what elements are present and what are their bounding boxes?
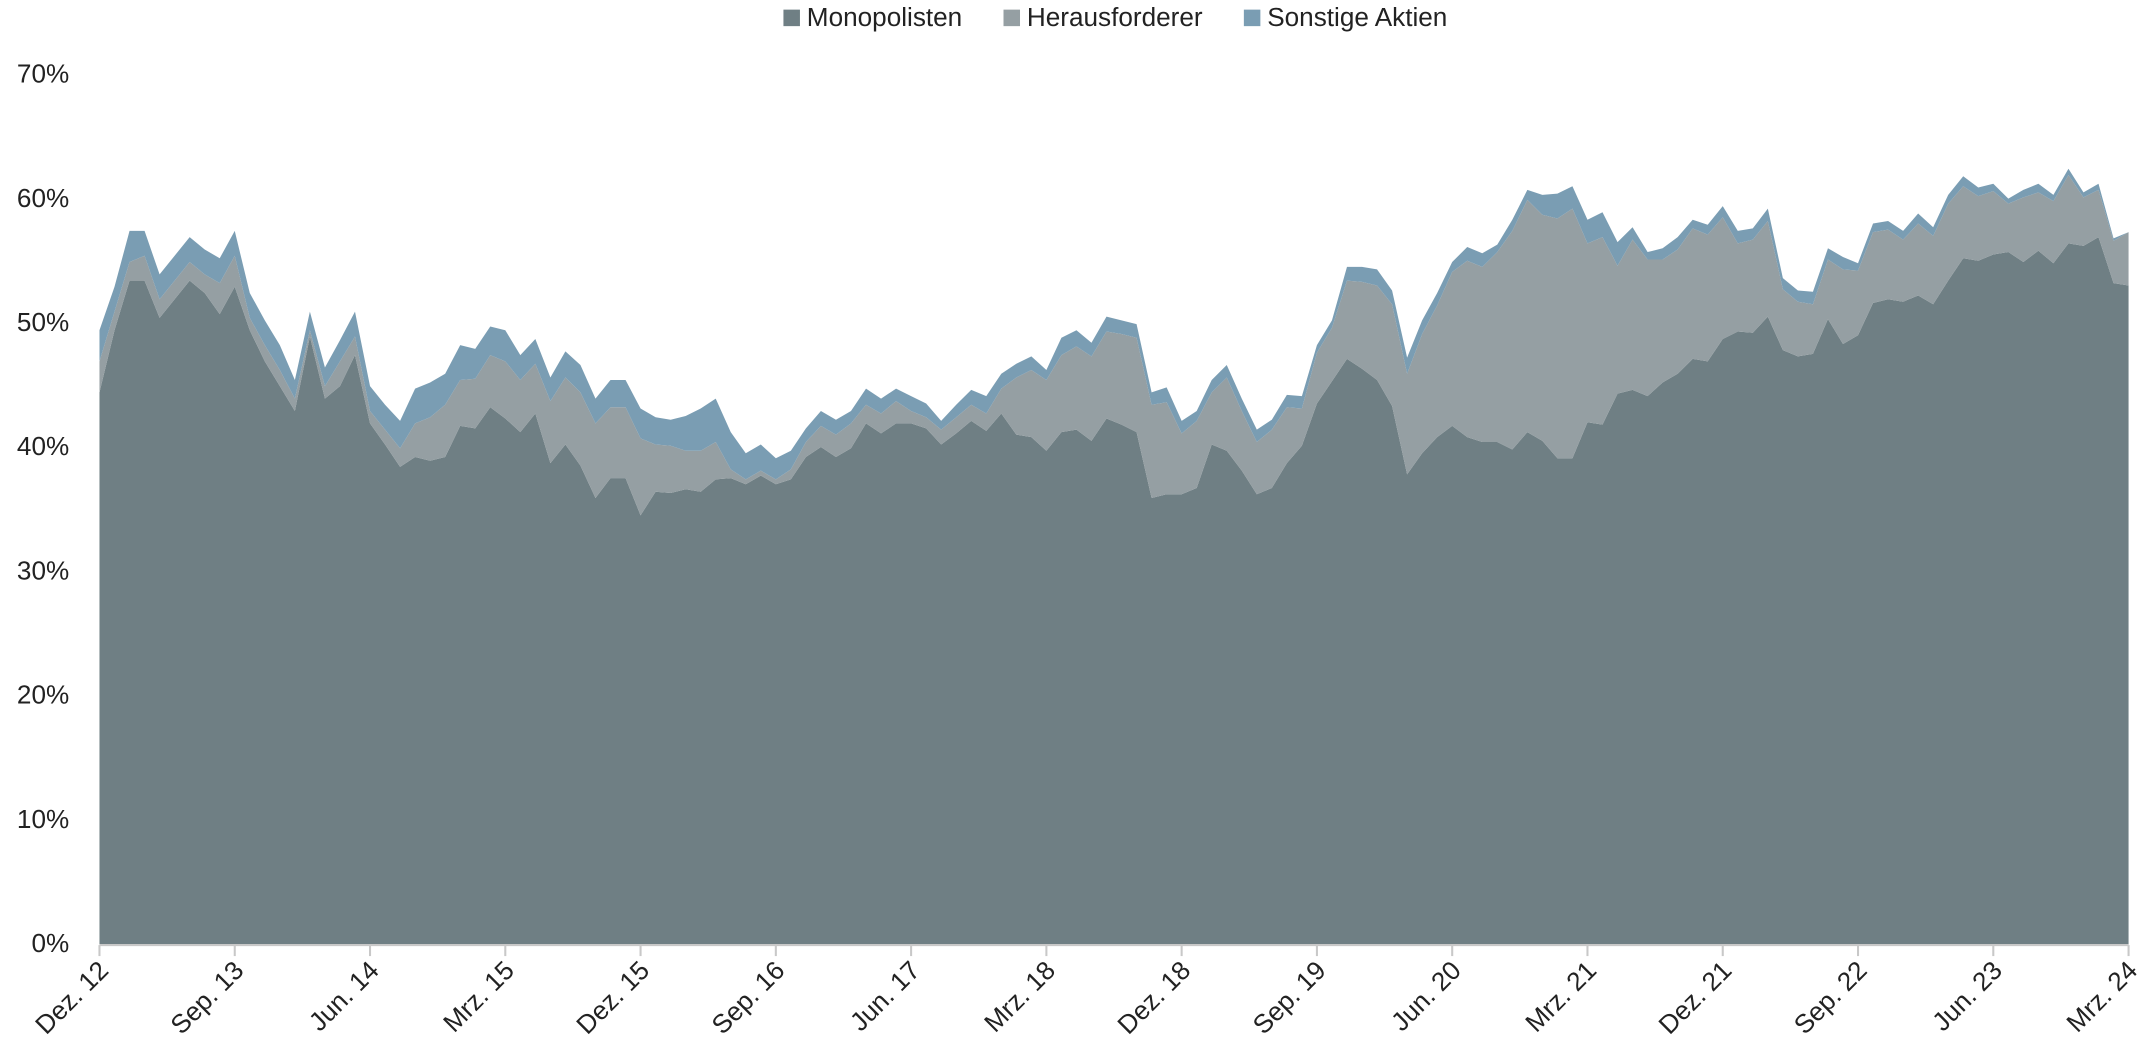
legend-item: Monopolisten [783, 2, 962, 32]
legend: Monopolisten Herausforderer Sonstige Aktie… [783, 2, 1447, 32]
x-tick-label: Dez. 21 [1652, 955, 1737, 1040]
x-tick-label: Mrz. 21 [1519, 955, 1602, 1038]
area [99, 175, 2129, 516]
x-tick-label: Jun. 17 [844, 955, 926, 1037]
legend-swatch [1003, 9, 1021, 27]
x-tick-label: Dez. 18 [1111, 955, 1196, 1040]
legend-swatch [783, 9, 800, 27]
x-tick-label: Jun. 23 [1926, 955, 2008, 1037]
x-tick-label: Dez. 15 [570, 955, 655, 1040]
y-tick-label: 30% [17, 555, 69, 585]
x-tick-label: Sep. 22 [1788, 955, 1873, 1040]
x-tick-label: Sep. 19 [1247, 955, 1332, 1040]
legend-item: Herausforderer [1003, 2, 1203, 32]
y-tick-label: 70% [17, 59, 69, 89]
area [99, 237, 2129, 946]
x-tick-label: Sep. 16 [706, 955, 791, 1040]
y-tick-label: 50% [17, 307, 69, 337]
x-tick-label: Jun. 14 [303, 955, 385, 1037]
legend-item: Sonstige Aktien [1243, 2, 1447, 32]
y-tick-label: 0% [31, 928, 69, 958]
area [99, 168, 2129, 480]
x-tick-label: Dez. 12 [29, 955, 114, 1040]
legend-label: Monopolisten [807, 2, 962, 32]
y-tick-label: 10% [17, 804, 69, 834]
x-tick-label: Mrz. 24 [2060, 955, 2143, 1038]
x-tick-label: Jun. 20 [1385, 955, 1467, 1037]
x-tick-label: Mrz. 15 [437, 955, 520, 1038]
legend-swatch [1243, 9, 1261, 27]
y-tick-label: 40% [17, 431, 69, 461]
x-tick-label: Mrz. 18 [978, 955, 1061, 1038]
x-tick-label: Sep. 13 [164, 955, 249, 1040]
legend-label: Sonstige Aktien [1267, 2, 1447, 32]
legend-label: Herausforderer [1027, 2, 1203, 32]
y-tick-label: 60% [17, 183, 69, 213]
y-tick-label: 20% [17, 680, 69, 710]
